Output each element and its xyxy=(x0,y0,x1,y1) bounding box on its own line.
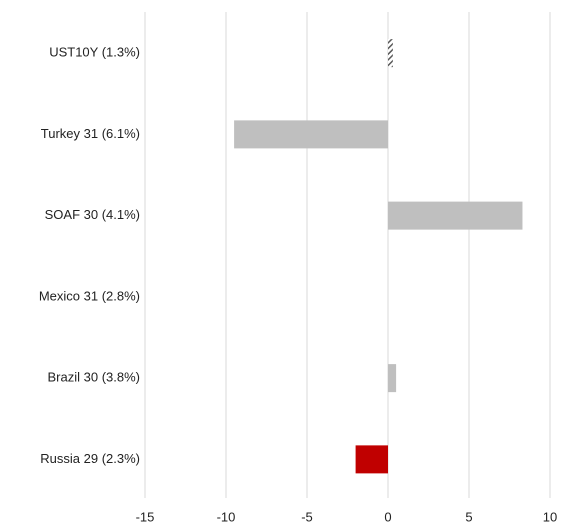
y-tick-label: UST10Y (1.3%) xyxy=(49,45,140,60)
x-tick-label: -10 xyxy=(217,509,236,524)
y-tick-label: Russia 29 (2.3%) xyxy=(40,451,140,466)
y-tick-label: SOAF 30 (4.1%) xyxy=(45,207,140,222)
bar xyxy=(388,201,523,230)
bar xyxy=(388,39,393,68)
x-tick-label: -15 xyxy=(136,509,155,524)
y-tick-label: Mexico 31 (2.8%) xyxy=(39,288,140,303)
x-tick-label: 10 xyxy=(543,509,557,524)
y-tick-label: Brazil 30 (3.8%) xyxy=(48,370,140,385)
y-tick-label: Turkey 31 (6.1%) xyxy=(41,126,140,141)
x-tick-label: -5 xyxy=(301,509,313,524)
bar xyxy=(355,445,388,474)
bar xyxy=(234,120,388,149)
x-tick-label: 5 xyxy=(465,509,472,524)
bar xyxy=(388,364,397,393)
x-tick-label: 0 xyxy=(384,509,391,524)
